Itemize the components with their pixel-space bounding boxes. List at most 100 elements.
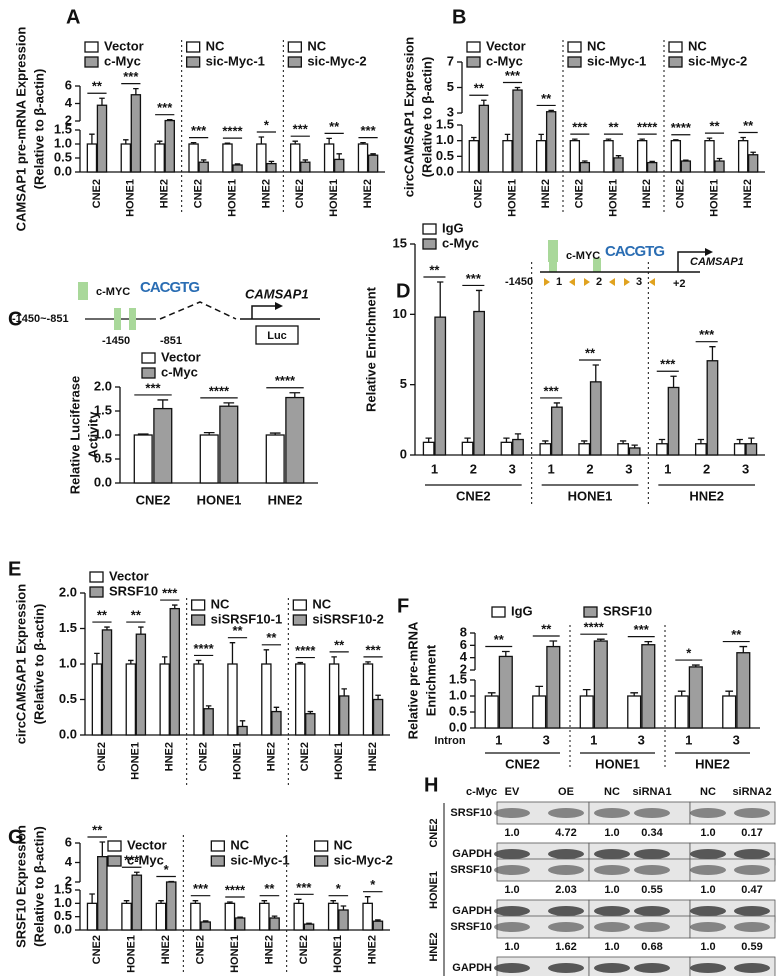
bar: [627, 695, 642, 729]
control-label: GAPDH: [452, 848, 492, 860]
error-bar: [437, 281, 444, 318]
y-tick-label: 4: [65, 854, 73, 869]
bar: [535, 140, 547, 173]
blot-band: [494, 922, 530, 932]
significance-label: ***: [660, 357, 676, 372]
bar: [188, 143, 199, 173]
error-bar: [581, 440, 588, 444]
error-bar: [94, 652, 100, 664]
bar: [579, 695, 594, 729]
panel-letter: G: [8, 826, 24, 848]
significance-label: ***: [123, 69, 139, 84]
legend-label: c-Myc: [161, 364, 198, 379]
legend-label: Vector: [127, 837, 167, 852]
significance-label: **: [232, 623, 243, 638]
legend-label: sic-Myc-1: [230, 852, 289, 867]
error-bar: [697, 438, 705, 444]
group-label: CNE2: [505, 756, 540, 771]
panel-letter: A: [66, 6, 80, 28]
error-bar: [425, 437, 432, 443]
blot-band: [634, 808, 670, 818]
error-bar: [341, 688, 347, 696]
y-tick-label: 1.5: [449, 671, 467, 686]
error-bar: [649, 160, 655, 163]
error-bar: [673, 139, 679, 141]
x-tick-label: CNE2: [91, 179, 103, 208]
error-bar: [619, 440, 627, 444]
y-tick-label: 1.5: [94, 402, 112, 417]
y-tick-label: 6: [460, 637, 467, 652]
bar: [224, 902, 236, 931]
legend-swatch: [668, 41, 683, 53]
error-bar: [123, 139, 129, 144]
significance-label: ***: [505, 68, 521, 83]
significance-label: **: [266, 630, 277, 645]
blot-band: [494, 963, 530, 973]
x-tick-label: HONE1: [226, 179, 238, 217]
y-tick-label: 1.0: [54, 135, 72, 150]
error-bar: [639, 138, 645, 141]
blot-band: [734, 849, 770, 859]
x-tick-label: CNE2: [574, 179, 586, 208]
legend-swatch: [107, 855, 122, 867]
bar: [293, 902, 305, 931]
y-axis-label: Relative Luciferase: [67, 376, 82, 495]
blot-band: [594, 865, 630, 875]
band-quantity: 2.03: [555, 884, 576, 896]
legend-swatch: [141, 367, 156, 379]
bar: [159, 663, 170, 736]
y-axis-label: CAMSAP1 pre-mRNA Expression: [13, 27, 28, 232]
y-tick-label: 15: [393, 235, 407, 250]
significance-label: **: [709, 119, 720, 134]
legend-label: c-Myc: [442, 235, 479, 250]
y-tick-label: 0.5: [94, 450, 112, 465]
error-bar: [227, 901, 233, 904]
bar: [305, 713, 316, 736]
blot-band: [548, 922, 584, 932]
legend-label: siSRSF10-1: [211, 611, 283, 626]
panel-letter: C: [8, 308, 22, 330]
x-tick-label: HONE1: [130, 742, 142, 780]
x-tick-label: CNE2: [298, 935, 310, 964]
significance-label: *: [370, 877, 376, 892]
error-bar: [123, 900, 130, 904]
blot-band: [594, 922, 630, 932]
bar: [222, 143, 233, 173]
blot-band: [634, 922, 670, 932]
blot-band: [494, 865, 530, 875]
error-bar: [630, 692, 639, 696]
significance-label: ***: [191, 123, 207, 138]
x-tick-label: HNE2: [367, 742, 379, 771]
bar: [593, 640, 608, 729]
y-tick-label: 0.0: [59, 726, 77, 741]
error-bar: [535, 685, 544, 696]
motif-box: [549, 258, 557, 272]
bar: [259, 902, 270, 931]
bar: [323, 143, 335, 173]
diagram-label: Luc: [267, 330, 287, 342]
bar: [688, 666, 703, 729]
y-tick-label: 0.5: [54, 908, 72, 923]
blot-band: [594, 906, 630, 916]
band-quantity: 0.34: [641, 827, 663, 839]
band-quantity: 0.17: [741, 827, 762, 839]
legend-label: Vector: [486, 38, 526, 53]
blot-band: [734, 963, 770, 973]
y-axis-label: Relative pre-mRNA: [405, 621, 420, 739]
y-tick-label: 0.5: [449, 703, 467, 718]
significance-label: ****: [295, 643, 316, 658]
x-tick-label: 2: [586, 461, 593, 476]
legend-label: NC: [334, 837, 353, 852]
x-tick-label: HNE2: [164, 742, 176, 771]
bar: [338, 695, 350, 736]
bar: [153, 407, 173, 484]
y-tick-label: 4: [65, 95, 73, 110]
significance-label: **: [334, 637, 345, 652]
y-axis-label: SRSF10 Expression: [13, 825, 28, 948]
error-bar: [370, 153, 376, 156]
error-bar: [331, 656, 337, 664]
bar: [667, 386, 680, 456]
bar: [265, 434, 285, 484]
lane-label: NC: [700, 786, 716, 798]
legend-label: sic-Myc-2: [307, 53, 366, 68]
